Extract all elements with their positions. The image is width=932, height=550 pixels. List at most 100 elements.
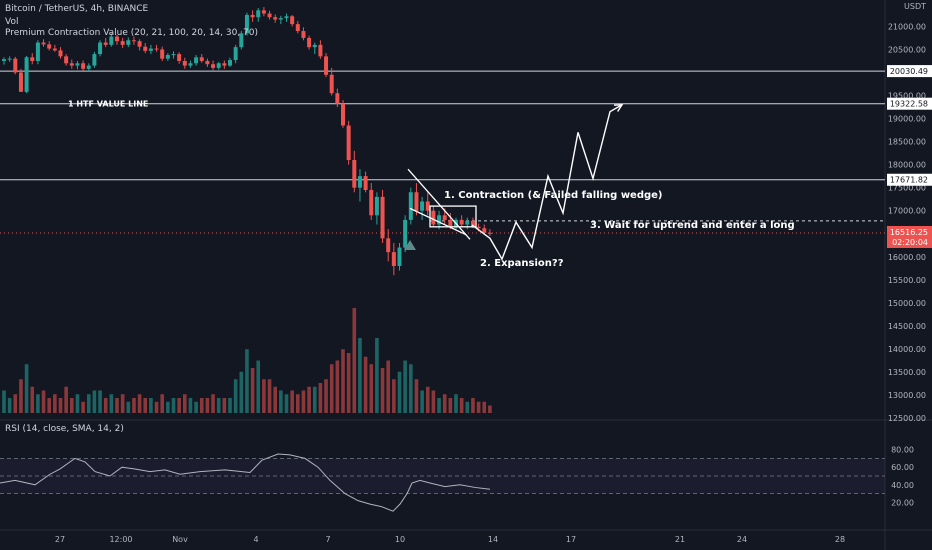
candle-body bbox=[476, 226, 481, 229]
candle-body bbox=[92, 54, 97, 66]
time-tick-label: 27 bbox=[55, 535, 65, 544]
volume-bar bbox=[437, 398, 441, 413]
candle-body bbox=[448, 219, 453, 227]
rsi-label[interactable]: RSI (14, close, SMA, 14, 2) bbox=[5, 424, 124, 434]
price-tick-label: 15000.00 bbox=[888, 299, 926, 308]
candle-body bbox=[239, 33, 244, 48]
volume-bar bbox=[86, 394, 91, 413]
volume-bar bbox=[239, 371, 244, 413]
current-price-tag bbox=[887, 225, 932, 248]
volume-bar bbox=[98, 390, 102, 413]
candle-body bbox=[233, 47, 238, 61]
volume-bar bbox=[70, 398, 74, 413]
rsi-pane bbox=[0, 453, 885, 512]
volume-bar bbox=[183, 394, 187, 413]
volume-bar bbox=[307, 386, 311, 413]
candle-body bbox=[52, 48, 57, 51]
volume-bar bbox=[341, 349, 345, 413]
volume-bar bbox=[476, 401, 481, 413]
volume-bar bbox=[403, 360, 407, 413]
volume-bar bbox=[64, 386, 68, 413]
candle-body bbox=[425, 201, 430, 211]
volume-bar bbox=[154, 401, 159, 413]
candle-body bbox=[369, 189, 374, 216]
candle-body bbox=[278, 18, 283, 20]
candle-body bbox=[357, 176, 362, 188]
candle-body bbox=[47, 44, 52, 49]
indicator-line[interactable]: Premium Contraction Value (20, 21, 100, … bbox=[5, 28, 259, 38]
volume-bar bbox=[279, 390, 283, 413]
rsi-tick-label: 60.00 bbox=[891, 463, 914, 472]
price-tick-label: 14000.00 bbox=[888, 345, 926, 354]
price-tick-label: 13000.00 bbox=[888, 391, 926, 400]
candle-body bbox=[75, 63, 80, 66]
volume-bar bbox=[228, 398, 232, 413]
candle-body bbox=[7, 58, 12, 60]
candle-body bbox=[2, 59, 6, 61]
volume-bar bbox=[273, 386, 277, 413]
price-tick-label: 19000.00 bbox=[888, 115, 926, 124]
volume-bar bbox=[414, 379, 419, 413]
volume-bar bbox=[386, 360, 390, 413]
candle-body bbox=[295, 24, 300, 32]
candle-body bbox=[131, 40, 136, 42]
volume-bar bbox=[488, 405, 492, 413]
volume-bar bbox=[115, 398, 119, 413]
price-tick-label: 15500.00 bbox=[888, 276, 926, 285]
candle-body bbox=[41, 42, 46, 45]
time-tick-label: 21 bbox=[675, 535, 685, 544]
candle-body bbox=[420, 201, 425, 211]
symbol-line[interactable]: Bitcoin / TetherUS, 4h, BINANCE bbox=[5, 4, 149, 14]
candle-body bbox=[182, 60, 187, 66]
wedge-lower-line bbox=[409, 207, 467, 236]
volume-bar bbox=[369, 364, 374, 413]
time-tick-label: 14 bbox=[488, 535, 498, 544]
volume-bar bbox=[245, 349, 249, 413]
candle-body bbox=[284, 16, 289, 19]
annotation-step1: 1. Contraction (& Failed falling wedge) bbox=[444, 190, 663, 201]
candle-body bbox=[442, 215, 447, 220]
candle-body bbox=[290, 16, 295, 25]
volume-bar bbox=[431, 390, 436, 413]
volume-bar bbox=[324, 379, 328, 413]
candle-body bbox=[30, 57, 35, 61]
volume-bar bbox=[222, 398, 227, 413]
wedge-upper-line bbox=[407, 168, 471, 240]
volume-bar bbox=[448, 398, 453, 413]
volume-bar bbox=[199, 398, 204, 413]
candle-body bbox=[414, 192, 419, 211]
time-tick-label: 12:00 bbox=[109, 535, 132, 544]
candle-body bbox=[487, 232, 492, 234]
candle-body bbox=[244, 14, 249, 34]
projection-arrowhead bbox=[613, 103, 624, 112]
rsi-tick-label: 20.00 bbox=[891, 498, 914, 507]
volume-bar bbox=[397, 371, 402, 413]
volume-bar bbox=[329, 364, 334, 413]
candle-body bbox=[194, 57, 199, 64]
level-tag bbox=[887, 65, 932, 78]
volume-bar bbox=[358, 338, 362, 413]
volume-bar bbox=[256, 360, 261, 413]
volume-bar bbox=[363, 356, 368, 413]
volume-bar bbox=[312, 386, 317, 413]
volume-bar bbox=[47, 398, 51, 413]
candle-body bbox=[81, 63, 86, 69]
candle-body bbox=[177, 54, 182, 61]
price-tick-label: 18000.00 bbox=[888, 161, 926, 170]
candle-body bbox=[137, 41, 142, 47]
time-tick-label: 7 bbox=[325, 535, 330, 544]
volume-bar bbox=[75, 394, 80, 413]
volume-bar bbox=[177, 398, 181, 413]
htf-value-line-label: 1 HTF VALUE LINE bbox=[68, 100, 148, 109]
volume-bar bbox=[471, 398, 475, 413]
volume-bar bbox=[7, 398, 12, 413]
price-tick-label: 14500.00 bbox=[888, 322, 926, 331]
candle-body bbox=[256, 10, 261, 18]
candle-body bbox=[312, 44, 317, 48]
candle-body bbox=[465, 220, 470, 225]
candle-body bbox=[216, 63, 221, 68]
price-tick-label: 17500.00 bbox=[888, 184, 926, 193]
candle-body bbox=[386, 238, 391, 253]
candle-body bbox=[205, 60, 210, 65]
